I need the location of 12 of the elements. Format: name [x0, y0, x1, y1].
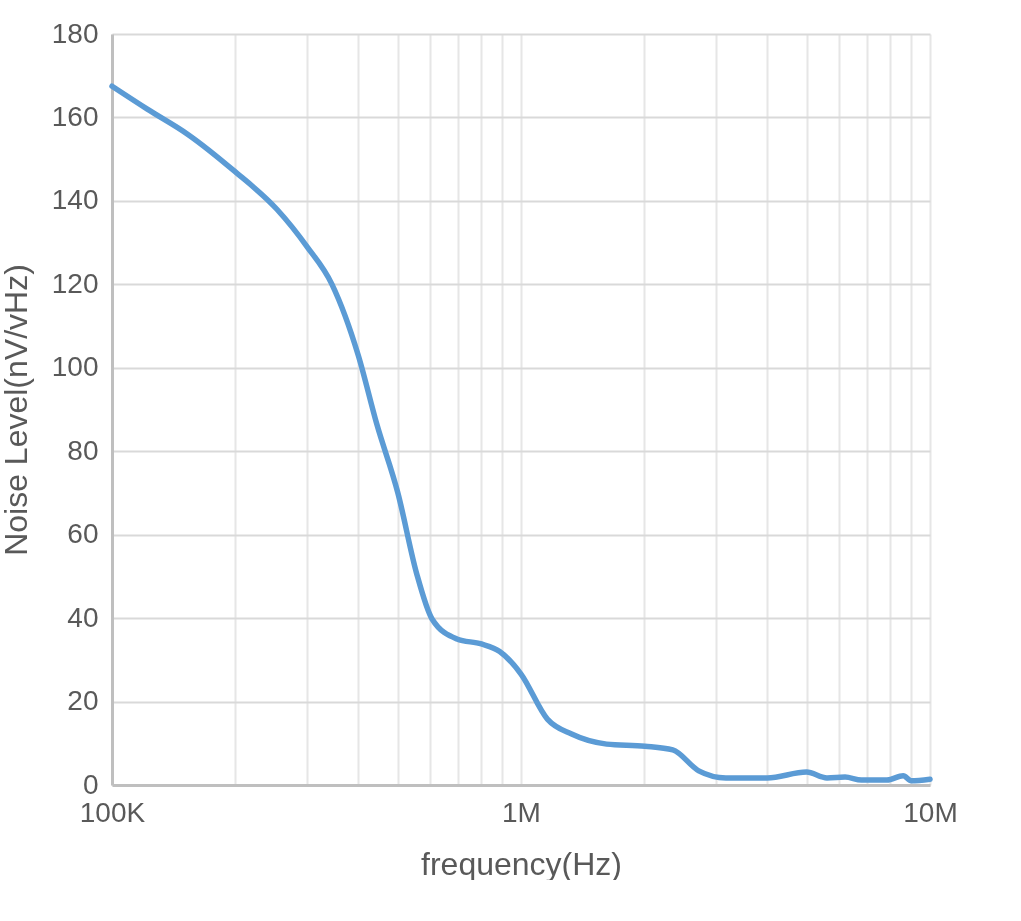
- y-tick-label: 60: [67, 518, 99, 550]
- y-tick-label: 160: [51, 100, 99, 132]
- y-tick-label: 120: [51, 267, 99, 299]
- y-axis-title: Noise Level(nV/vHz): [0, 264, 34, 556]
- y-tick-label: 40: [67, 601, 99, 633]
- x-tick-label: 10M: [903, 796, 958, 828]
- y-tick-label: 20: [67, 685, 99, 717]
- y-tick-label: 80: [67, 434, 99, 466]
- y-tick-label: 100: [51, 351, 99, 383]
- y-tick-label: 180: [51, 17, 99, 49]
- x-tick-label: 1M: [502, 796, 541, 828]
- y-tick-label: 140: [51, 184, 99, 216]
